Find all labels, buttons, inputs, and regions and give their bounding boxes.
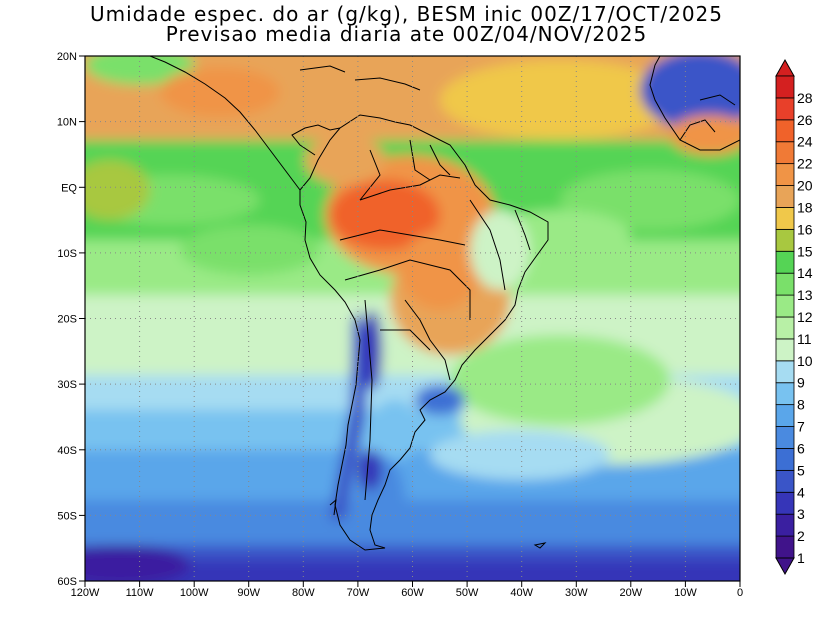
colorbar-swatch: [775, 294, 795, 318]
lon-label: 10W: [674, 587, 697, 599]
colorbar-swatch: [775, 448, 795, 471]
colorbar-label: 2: [797, 528, 805, 544]
colorbar-label: 9: [797, 375, 805, 391]
colorbar-swatch: [775, 185, 795, 208]
colorbar-label: 8: [797, 397, 805, 413]
colorbar-label: 5: [797, 462, 805, 478]
lon-label: 0: [737, 587, 743, 599]
lon-label: 90W: [237, 587, 260, 599]
colorbar-label: 15: [797, 243, 813, 259]
colorbar-swatch: [775, 207, 795, 230]
lon-label: 60W: [401, 587, 424, 599]
colorbar-label: 18: [797, 199, 813, 215]
colorbar-max-arrow: [775, 58, 795, 77]
lon-label: 80W: [292, 587, 315, 599]
longitude-labels: 120W 110W 100W 90W 80W 70W 60W 50W 40W 3…: [71, 587, 743, 599]
latitude-labels: 20N 10N EQ 10S 20S 30S 40S 50S 60S: [57, 51, 78, 588]
colorbar-label: 16: [797, 221, 813, 237]
lon-label: 100W: [180, 587, 209, 599]
colorbar-label: 22: [797, 156, 813, 172]
colorbar-label: 1: [797, 550, 805, 566]
colorbar-swatch: [775, 272, 795, 296]
colorbar-label: 7: [797, 419, 805, 435]
colorbar-swatch: [775, 338, 795, 362]
colorbar-swatch: [775, 426, 795, 449]
colorbar-swatch: [775, 141, 795, 165]
lat-label: 50S: [57, 510, 77, 522]
axis-ticks: [79, 55, 741, 587]
colorbar-label: 3: [797, 506, 805, 522]
lon-label: 30W: [565, 587, 588, 599]
lat-label: 60S: [57, 576, 77, 588]
map-title-line2: Previsao media diaria ate 00Z/04/NOV/202…: [165, 22, 648, 46]
colorbar-swatch: [775, 404, 795, 427]
colorbar-label: 10: [797, 353, 813, 369]
colorbar-label: 4: [797, 484, 805, 500]
lon-label: 20W: [619, 587, 642, 599]
colorbar-label: 28: [797, 90, 813, 106]
colorbar-min-arrow: [775, 557, 795, 576]
map-title-line1: Umidade espec. do ar (g/kg), BESM inic 0…: [89, 2, 724, 26]
colorbar-label: 26: [797, 112, 813, 128]
lat-label: 40S: [57, 445, 77, 457]
lon-label: 70W: [347, 587, 370, 599]
lat-label: 10S: [57, 248, 77, 260]
grid-lines: [85, 56, 740, 581]
colorbar-swatch: [775, 535, 795, 559]
colorbar-swatch: [775, 97, 795, 121]
coastlines: [149, 56, 740, 551]
colorbar-label: 14: [797, 265, 813, 281]
lat-label: EQ: [61, 182, 77, 194]
lat-label: 20N: [57, 51, 77, 63]
colorbar-swatch: [775, 228, 795, 252]
lon-label: 40W: [510, 587, 533, 599]
colorbar-label: 20: [797, 178, 813, 194]
colorbar-swatch: [775, 119, 795, 143]
lat-label: 10N: [57, 117, 77, 129]
colorbar-swatch: [775, 360, 795, 384]
lon-label: 50W: [456, 587, 479, 599]
colorbar-label: 24: [797, 134, 813, 150]
colorbar-swatch: [775, 513, 795, 537]
colorbar-label: 13: [797, 287, 813, 303]
colorbar-swatch: [775, 250, 795, 274]
colorbar-label: 11: [797, 331, 812, 347]
colorbar-swatch: [775, 491, 795, 515]
colorbar-swatch: [775, 75, 795, 99]
colorbar-swatch: [775, 163, 795, 186]
humidity-field: [85, 56, 740, 581]
lon-label: 120W: [71, 587, 100, 599]
colorbar-swatch: [775, 316, 795, 340]
lon-label: 110W: [126, 587, 155, 599]
colorbar-swatch: [775, 469, 795, 493]
lat-label: 20S: [57, 314, 77, 326]
colorbar-label: 12: [797, 309, 813, 325]
colorbar-label: 6: [797, 440, 805, 456]
colorbar-swatch: [775, 382, 795, 406]
lat-label: 30S: [57, 379, 77, 391]
